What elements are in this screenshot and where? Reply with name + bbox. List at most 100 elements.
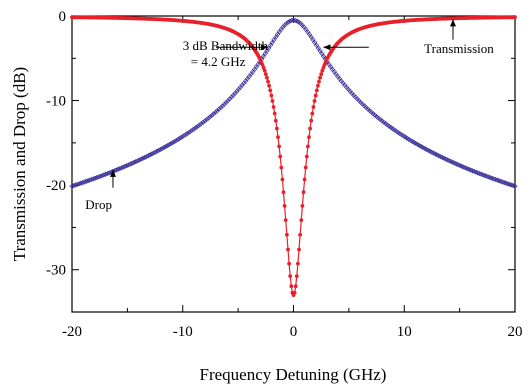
transmission-point	[313, 93, 318, 98]
drop-point	[76, 181, 82, 187]
drop-point	[103, 171, 109, 177]
transmission-point	[272, 111, 277, 116]
drop-point	[204, 116, 210, 123]
transmission-point	[279, 165, 284, 170]
drop-point	[283, 20, 290, 27]
transmission-point	[282, 204, 287, 208]
axis-ticks: -20 -10 0 10 20 0 -10 -20 -30	[46, 9, 523, 340]
drop-point	[80, 180, 86, 186]
annotation-1-text: Transmission	[424, 41, 494, 56]
transmission-point	[314, 88, 319, 93]
transmission-point	[316, 83, 320, 88]
drop-point	[143, 154, 150, 160]
transmission-point	[278, 154, 283, 159]
drop-point	[225, 98, 231, 104]
drop-point	[227, 96, 233, 102]
transmission-point	[297, 247, 301, 252]
transmission-point	[277, 144, 281, 149]
drop-point	[124, 162, 130, 169]
drop-point	[113, 167, 119, 173]
x-tick-label: 20	[508, 324, 523, 340]
transmission-point	[319, 72, 324, 76]
drop-point	[74, 181, 80, 188]
transmission-point	[302, 177, 307, 182]
drop-point	[223, 99, 229, 106]
drop-point	[145, 153, 151, 159]
transmission-point	[287, 261, 291, 266]
drop-point	[104, 170, 111, 177]
drop-point	[87, 177, 93, 183]
transmission-point	[309, 118, 314, 123]
annotations: 3 dB Bandwidth= 4.2 GHz Transmission Drop	[85, 19, 494, 212]
drop-point	[163, 143, 169, 150]
transmission-point	[317, 79, 321, 84]
transmission-point	[292, 290, 297, 295]
transmission-point	[261, 65, 266, 70]
drop-point	[131, 159, 137, 166]
x-tick-label: 10	[397, 324, 412, 340]
drop-point	[181, 133, 187, 139]
drop-point	[188, 128, 194, 134]
drop-point	[154, 148, 160, 154]
transmission-point	[285, 232, 289, 237]
drop-point	[97, 173, 103, 179]
drop-point	[138, 156, 144, 162]
drop-point	[149, 151, 155, 157]
drop-point	[230, 92, 236, 98]
transmission-point	[276, 135, 280, 140]
drop-point	[150, 150, 157, 156]
drop-point	[282, 22, 288, 28]
drop-point	[71, 183, 77, 189]
transmission-point	[281, 190, 286, 195]
transmission-point	[296, 261, 300, 266]
drop-point	[170, 139, 176, 146]
drop-point	[173, 137, 180, 143]
drop-point	[72, 182, 79, 188]
transmission-point	[286, 247, 290, 252]
drop-point	[161, 144, 167, 151]
y-tick-label: -30	[46, 263, 66, 279]
transmission-point	[280, 177, 285, 182]
annotation-2-arrow-head	[109, 169, 116, 177]
drop-point	[120, 164, 126, 170]
drop-point	[214, 108, 220, 114]
transmission-point	[267, 83, 271, 88]
drop-point	[83, 178, 89, 184]
annotation-2-text: Drop	[85, 197, 112, 212]
drop-point	[186, 129, 192, 136]
plot-frame	[71, 15, 516, 313]
drop-point	[289, 17, 295, 24]
drop-point	[90, 176, 96, 182]
drop-point	[115, 166, 121, 172]
transmission-point	[294, 274, 299, 278]
drop-point	[202, 118, 208, 124]
transmission-point	[293, 284, 298, 289]
drop-point	[133, 159, 139, 165]
x-axis-label: Frequency Detuning (GHz)	[200, 365, 387, 384]
transmission-point	[301, 190, 306, 195]
drop-point	[211, 111, 217, 117]
drop-point	[285, 19, 291, 25]
transmission-point	[306, 144, 310, 149]
transmission-point	[266, 79, 270, 84]
transmission-point	[320, 68, 325, 73]
drop-point	[175, 136, 181, 142]
transmission-point	[300, 204, 305, 208]
drop-point	[191, 126, 197, 132]
transmission-point	[265, 75, 269, 80]
drop-point	[212, 109, 219, 115]
drop-point	[158, 146, 164, 152]
transmission-point	[260, 62, 265, 67]
drop-point	[129, 160, 135, 166]
y-axis-label: Transmission and Drop (dB)	[10, 67, 29, 261]
drop-point	[127, 161, 134, 167]
drop-point	[94, 174, 100, 181]
x-tick-label: -20	[62, 324, 82, 340]
x-tick-label: -10	[173, 324, 193, 340]
drop-point	[152, 149, 158, 155]
transmission-point	[321, 65, 326, 70]
drop-point	[142, 154, 148, 161]
y-tick-label: -20	[46, 178, 66, 194]
drop-point	[159, 145, 165, 152]
